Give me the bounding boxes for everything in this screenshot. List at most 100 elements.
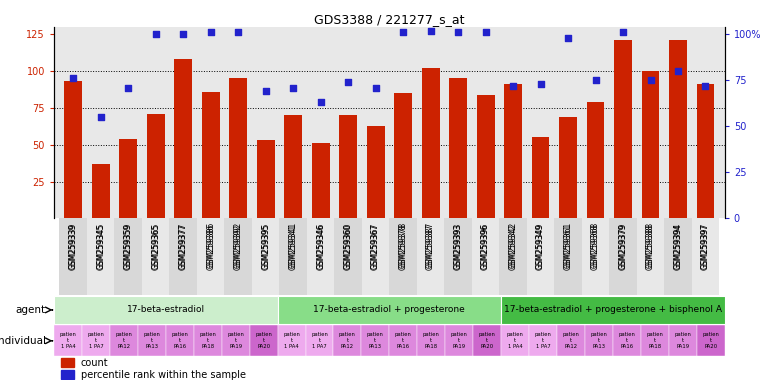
Bar [692,218,719,295]
Bar [229,78,247,218]
Text: GSM259341: GSM259341 [288,224,298,270]
Bar [417,325,446,356]
Bar [278,296,501,324]
Text: GSM259396: GSM259396 [481,222,490,269]
Text: patien
t
PA18: patien t PA18 [646,333,663,349]
Point [534,81,547,87]
Bar [473,325,501,356]
Bar [279,218,307,295]
Text: patien
t
PA19: patien t PA19 [451,333,468,349]
Text: GSM259345: GSM259345 [96,222,105,269]
Bar [305,325,333,356]
Text: GSM259341: GSM259341 [288,222,298,268]
Bar [54,296,278,324]
Text: patien
t
PA13: patien t PA13 [591,333,608,349]
Bar [587,102,604,218]
Text: GSM259359: GSM259359 [123,222,133,269]
Bar [696,84,715,218]
Text: GSM259379: GSM259379 [618,222,628,269]
Bar [224,218,252,295]
Bar [637,218,665,295]
Text: GSM259396: GSM259396 [481,224,490,270]
Bar [446,325,473,356]
Text: GSM259367: GSM259367 [371,224,380,270]
Point [260,88,272,94]
Point [562,35,574,41]
Bar [614,40,632,218]
Text: GSM259397: GSM259397 [701,222,710,269]
Bar [613,325,641,356]
Text: 17-beta-estradiol: 17-beta-estradiol [126,305,205,314]
Point [617,29,629,35]
Text: GSM259394: GSM259394 [674,224,682,270]
Bar [641,325,668,356]
Bar [500,218,527,295]
Bar [501,325,529,356]
Point [424,28,436,34]
Point [315,99,327,106]
Text: patien
t
PA18: patien t PA18 [199,333,216,349]
Bar [609,218,637,295]
Bar [61,358,74,367]
Text: GSM259378: GSM259378 [399,222,408,268]
Text: GSM259359: GSM259359 [123,224,133,270]
Text: patien
t
1 PA7: patien t 1 PA7 [311,333,328,349]
Text: percentile rank within the sample: percentile rank within the sample [81,369,246,379]
Text: GSM259365: GSM259365 [151,222,160,269]
Point [342,79,355,85]
Bar [142,218,170,295]
Point [287,84,299,91]
Bar [557,325,585,356]
Bar [532,137,550,218]
Text: GSM259342: GSM259342 [509,224,517,270]
Bar [422,68,439,218]
Text: GSM259392: GSM259392 [234,222,243,268]
Bar [252,218,279,295]
Bar [665,218,692,295]
Point [150,31,162,37]
Bar [194,325,221,356]
Bar [417,218,444,295]
Bar [389,218,417,295]
Text: 17-beta-estradiol + progesterone: 17-beta-estradiol + progesterone [314,305,465,314]
Text: GSM259368: GSM259368 [591,224,600,270]
Text: patien
t
1 PA4: patien t 1 PA4 [59,333,76,349]
Text: patien
t
PA18: patien t PA18 [423,333,439,349]
Bar [257,140,274,218]
Bar [174,59,192,218]
Point [645,77,657,83]
Point [480,29,492,35]
Point [122,84,134,91]
Text: GSM259393: GSM259393 [453,222,463,269]
Bar [501,296,725,324]
Bar [82,325,110,356]
Bar [197,218,224,295]
Text: agent: agent [15,305,45,315]
Bar [394,93,412,218]
Text: patien
t
PA12: patien t PA12 [563,333,580,349]
Bar [472,218,500,295]
Point [507,83,519,89]
Bar [668,325,697,356]
Point [177,31,190,37]
Text: patien
t
PA20: patien t PA20 [702,333,719,349]
Text: GSM259394: GSM259394 [674,222,682,269]
Bar [92,164,109,218]
Text: patien
t
PA19: patien t PA19 [227,333,244,349]
Text: patien
t
PA13: patien t PA13 [367,333,384,349]
Bar [146,114,165,218]
Text: GSM259360: GSM259360 [344,222,352,269]
Bar [166,325,194,356]
Text: GSM259387: GSM259387 [426,224,435,270]
Title: GDS3388 / 221277_s_at: GDS3388 / 221277_s_at [314,13,465,26]
Point [699,83,712,89]
Bar [582,218,609,295]
Point [232,29,244,35]
Text: individual: individual [0,336,45,346]
Bar [114,218,142,295]
Text: patien
t
1 PA7: patien t 1 PA7 [534,333,551,349]
Text: GSM259379: GSM259379 [618,224,628,270]
Bar [697,325,725,356]
Bar [284,115,302,218]
Text: GSM259388: GSM259388 [646,222,655,268]
